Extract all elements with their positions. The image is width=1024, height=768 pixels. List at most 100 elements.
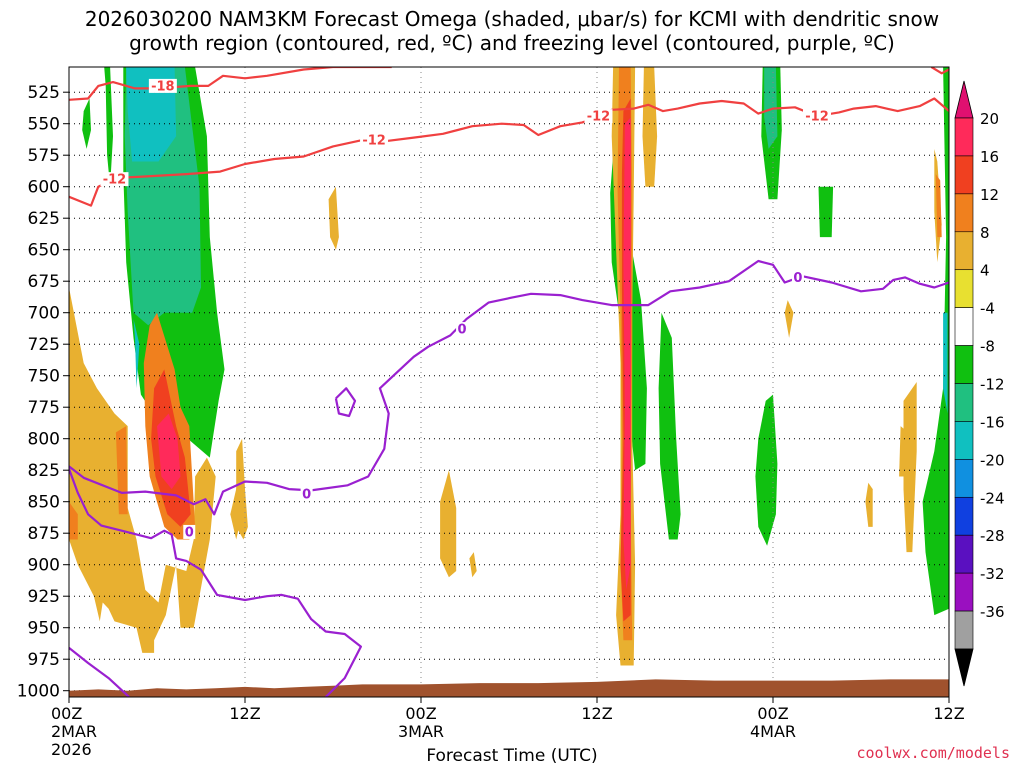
colorbar-tick-label: -16 — [980, 413, 1005, 431]
y-tick-label: 650 — [28, 241, 60, 261]
y-tick-label: 700 — [28, 304, 60, 324]
omega-shade-20 — [469, 552, 477, 578]
contour-label-4: -12 — [803, 109, 831, 125]
plot-frame — [68, 66, 950, 698]
omega-shade-5 — [658, 312, 681, 540]
x-axis-label: Forecast Time (UTC) — [426, 746, 598, 766]
y-tick-label: 925 — [28, 587, 60, 607]
contour-label-7: 0 — [456, 322, 469, 338]
colorbar-tick-label: -4 — [980, 300, 995, 318]
y-tick-label: 825 — [28, 461, 60, 481]
y-tick-label: 725 — [28, 335, 60, 355]
y-tick-label: 800 — [28, 430, 60, 450]
y-tick-label: 625 — [28, 209, 60, 229]
contour-line-6 — [334, 387, 357, 418]
contour-line-0 — [69, 67, 392, 101]
y-tick-label: 900 — [28, 556, 60, 576]
omega-shade-18 — [328, 186, 339, 250]
contour-label-1: -12 — [100, 172, 129, 188]
x-tick-label: 12Z — [933, 704, 964, 723]
omega-shade-14 — [943, 312, 948, 414]
contour-label-5: 0 — [183, 524, 196, 540]
source-credit[interactable]: coolwx.com/models — [856, 744, 1010, 762]
colorbar-swatch-11 — [954, 534, 974, 574]
omega-shade-28 — [69, 501, 78, 540]
omega-shade-8 — [755, 394, 778, 546]
chart-title-line-2: growth region (contoured, red, ºC) and f… — [129, 31, 895, 55]
omega-shade-13 — [133, 319, 140, 389]
colorbar-tick-label: -28 — [980, 527, 1005, 545]
y-tick-label: 675 — [28, 272, 60, 292]
x-tick-label: 4MAR — [750, 722, 796, 741]
omega-shade-9 — [922, 67, 949, 616]
omega-shade-24 — [865, 482, 873, 527]
svg-text:-18: -18 — [151, 79, 175, 94]
y-tick-label: 600 — [28, 178, 60, 198]
colorbar-tick-label: -12 — [980, 376, 1005, 394]
svg-text:-12: -12 — [805, 110, 829, 125]
x-tick-label: 00Z — [405, 704, 436, 723]
omega-shade-22 — [642, 67, 658, 187]
y-tick-label: 750 — [28, 367, 60, 387]
contour-label-6: 0 — [300, 487, 313, 503]
colorbar-swatch-10 — [954, 496, 974, 536]
omega-shade-17 — [236, 438, 248, 540]
contour-label-0: -18 — [148, 78, 177, 94]
colorbar-tick-label: 4 — [980, 262, 990, 280]
contour-line-3 — [69, 468, 362, 697]
colorbar-tick-label: -24 — [980, 489, 1005, 507]
x-tick-label: 3MAR — [398, 722, 444, 741]
x-tick-label: 00Z — [757, 704, 788, 723]
omega-shade-32 — [935, 174, 942, 238]
colorbar-swatch-13 — [954, 610, 974, 650]
x-tick-label: 2MAR — [51, 722, 97, 741]
colorbar-swatch-4 — [954, 269, 974, 308]
omega-shade-15 — [69, 287, 216, 653]
colorbar-swatch-6 — [954, 345, 974, 384]
contour-label-3: -12 — [584, 109, 613, 125]
contour-label-8: 0 — [791, 270, 804, 286]
colorbar-tick-label: 12 — [980, 186, 999, 204]
x-tick-label: 12Z — [581, 704, 612, 723]
svg-text:-12: -12 — [103, 173, 127, 188]
colorbar-swatch-5 — [954, 307, 974, 346]
colorbar-tick-label: 8 — [980, 224, 990, 242]
colorbar-tick-label: -32 — [980, 565, 1005, 583]
y-tick-label: 1000 — [17, 682, 60, 702]
y-tick-label: 525 — [28, 83, 60, 103]
terrain-ground — [69, 679, 949, 697]
colorbar-tick-label: 16 — [980, 148, 999, 166]
omega-shade-1 — [104, 67, 113, 187]
colorbar-swatch-8 — [954, 421, 974, 460]
x-tick-label: 12Z — [229, 704, 260, 723]
x-tick-label: 2026 — [51, 740, 92, 759]
y-tick-label: 550 — [28, 115, 60, 135]
svg-text:0: 0 — [185, 525, 194, 540]
colorbar-under-triangle — [954, 648, 974, 687]
colorbar-swatch-12 — [954, 572, 974, 612]
omega-shade-37 — [624, 136, 631, 565]
svg-text:-12: -12 — [362, 134, 386, 149]
colorbar-over-triangle — [954, 80, 974, 119]
colorbar-swatch-9 — [954, 459, 974, 498]
plot-area: -18 -12 -12 -12 -12 0 0 0 0 — [69, 67, 949, 697]
y-tick-label: 775 — [28, 398, 60, 418]
y-tick-label: 975 — [28, 650, 60, 670]
colorbar-tick-label: 20 — [980, 110, 999, 128]
y-tick-label: 850 — [28, 493, 60, 513]
colorbar-tick-label: -8 — [980, 338, 995, 356]
colorbar-swatch-7 — [954, 383, 974, 422]
contour-line-4 — [69, 259, 949, 516]
colorbar-swatch-0 — [954, 117, 974, 157]
colorbar-swatch-2 — [954, 193, 974, 233]
omega-shade-7 — [818, 186, 834, 238]
svg-text:0: 0 — [793, 271, 802, 286]
contour-label-2: -12 — [360, 133, 389, 149]
x-tick-label: 00Z — [51, 704, 82, 723]
colorbar-swatch-3 — [954, 231, 974, 271]
chart-title-line-1: 2026030200 NAM3KM Forecast Omega (shaded… — [84, 7, 940, 31]
y-tick-label: 575 — [28, 146, 60, 166]
svg-text:-12: -12 — [587, 110, 611, 125]
